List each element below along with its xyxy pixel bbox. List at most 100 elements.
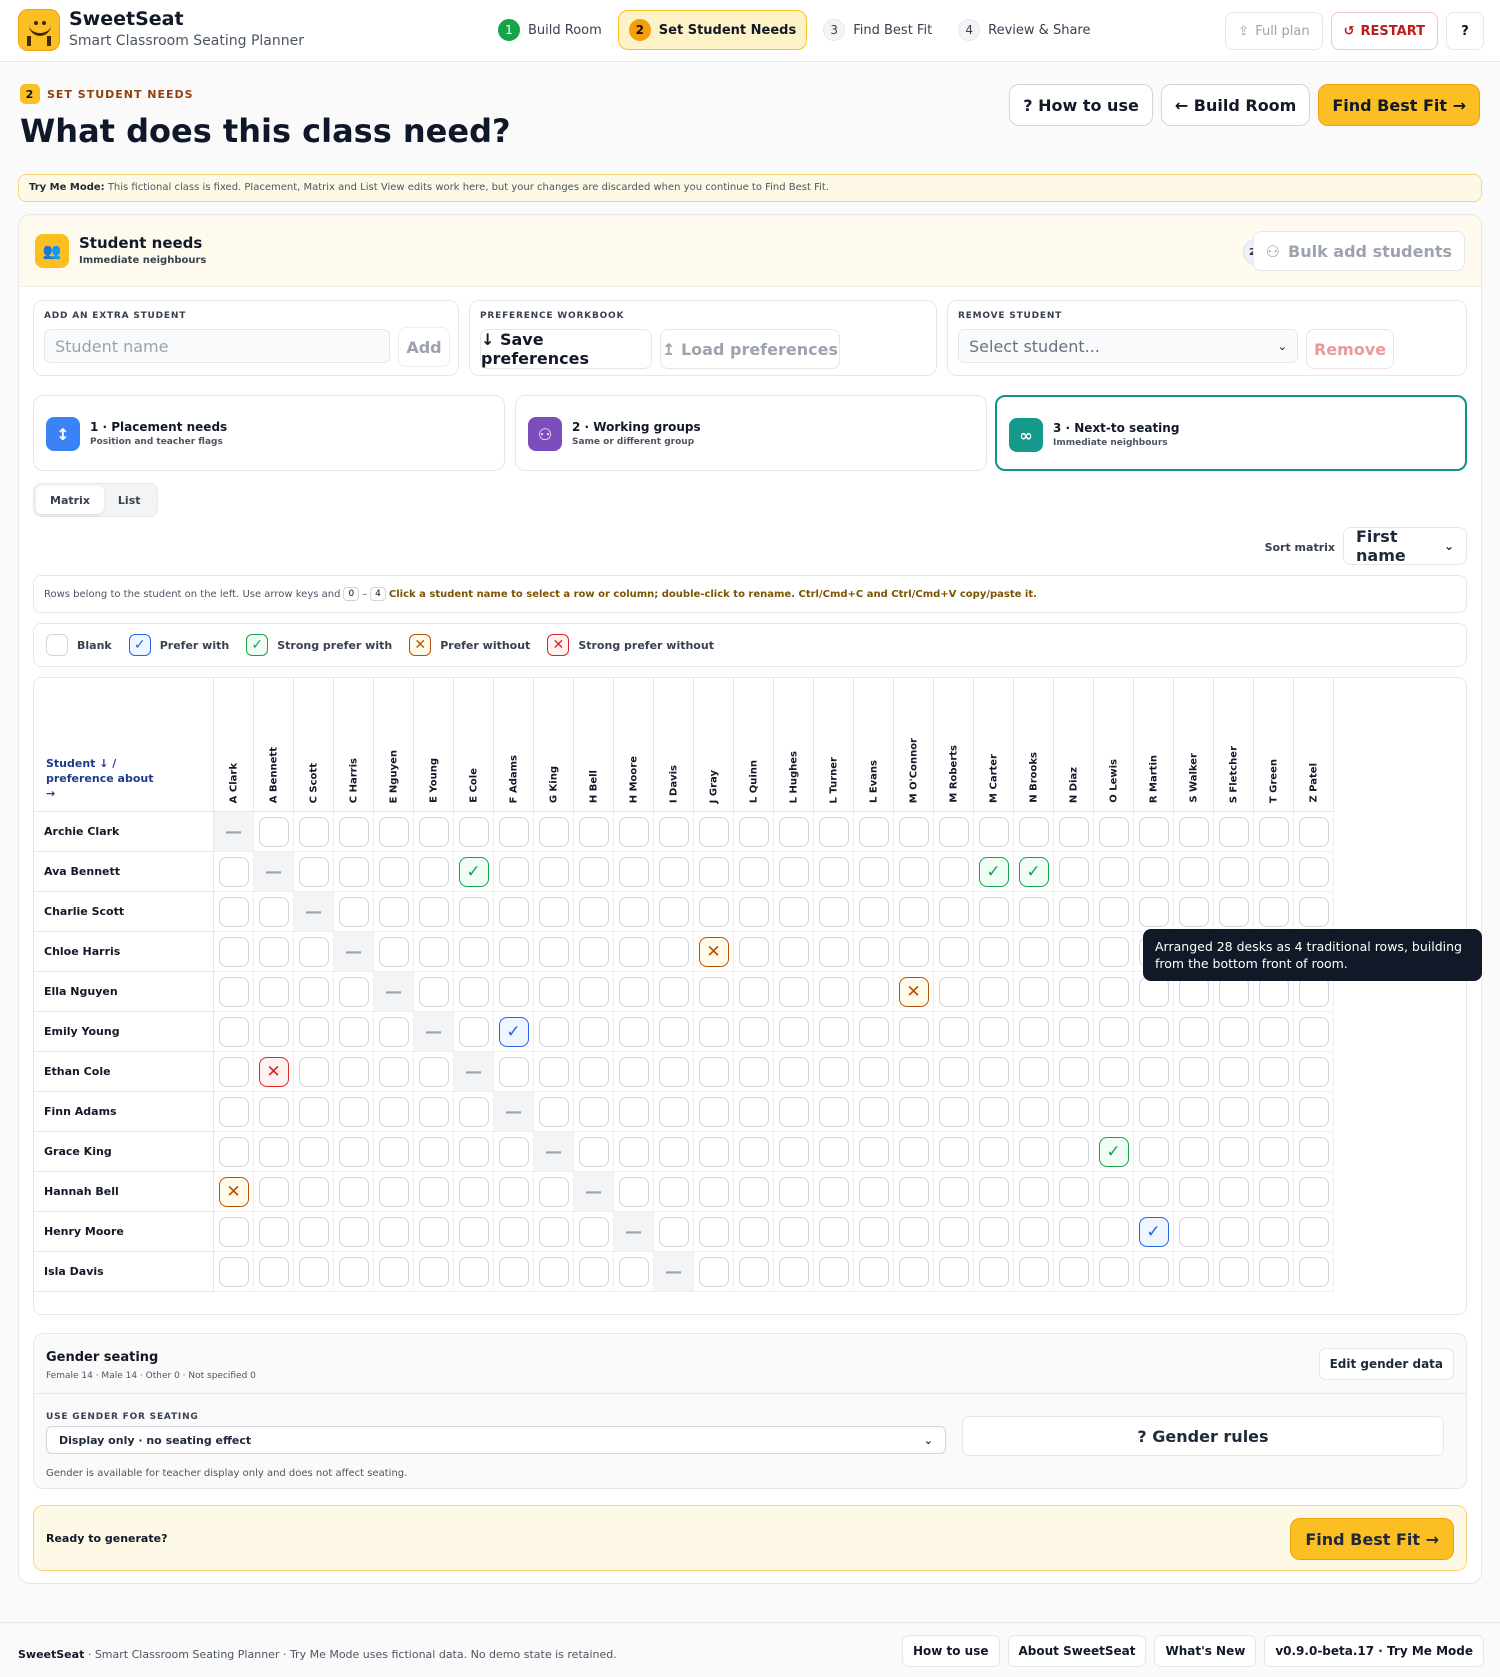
matrix-cell[interactable] xyxy=(1054,1212,1094,1252)
matrix-cell[interactable] xyxy=(1214,852,1254,892)
matrix-cell[interactable] xyxy=(854,1252,894,1292)
matrix-view-button[interactable]: Matrix xyxy=(36,486,104,514)
matrix-cell[interactable] xyxy=(1014,1172,1054,1212)
matrix-cell[interactable] xyxy=(1134,812,1174,852)
matrix-cell[interactable] xyxy=(814,972,854,1012)
column-header[interactable]: I Davis xyxy=(654,678,694,812)
matrix-cell[interactable] xyxy=(1054,852,1094,892)
matrix-cell[interactable] xyxy=(214,1092,254,1132)
matrix-cell[interactable] xyxy=(534,812,574,852)
matrix-cell[interactable] xyxy=(934,1252,974,1292)
help-button[interactable]: ? xyxy=(1446,12,1484,50)
column-header[interactable]: M O'Connor xyxy=(894,678,934,812)
matrix-cell[interactable] xyxy=(1254,1252,1294,1292)
matrix-cell[interactable] xyxy=(814,1012,854,1052)
matrix-cell[interactable] xyxy=(734,1012,774,1052)
matrix-cell[interactable] xyxy=(294,1172,334,1212)
step-review-share[interactable]: 4 Review & Share xyxy=(948,10,1100,50)
matrix-cell[interactable] xyxy=(1214,812,1254,852)
column-header[interactable]: L Turner xyxy=(814,678,854,812)
matrix-cell[interactable] xyxy=(374,1172,414,1212)
matrix-cell[interactable] xyxy=(534,852,574,892)
matrix-cell[interactable] xyxy=(974,892,1014,932)
matrix-cell[interactable] xyxy=(1174,1052,1214,1092)
matrix-cell[interactable] xyxy=(734,1052,774,1092)
save-preferences-button[interactable]: ↓ Save preferences xyxy=(480,329,652,369)
load-preferences-button[interactable]: ↥ Load preferences xyxy=(660,329,840,369)
matrix-cell[interactable] xyxy=(334,812,374,852)
matrix-cell[interactable] xyxy=(1134,1092,1174,1132)
matrix-cell[interactable] xyxy=(814,932,854,972)
matrix-cell[interactable] xyxy=(734,1212,774,1252)
matrix-cell[interactable] xyxy=(374,852,414,892)
matrix-cell[interactable] xyxy=(854,1012,894,1052)
matrix-cell[interactable] xyxy=(694,812,734,852)
matrix-cell[interactable] xyxy=(614,1052,654,1092)
matrix-cell[interactable] xyxy=(1054,892,1094,932)
matrix-cell[interactable] xyxy=(294,1092,334,1132)
matrix-cell[interactable] xyxy=(614,1132,654,1172)
matrix-cell[interactable] xyxy=(294,1132,334,1172)
matrix-cell[interactable] xyxy=(1174,1012,1214,1052)
matrix-cell[interactable] xyxy=(654,1212,694,1252)
matrix-cell[interactable] xyxy=(934,892,974,932)
matrix-cell[interactable] xyxy=(734,1132,774,1172)
matrix-cell[interactable]: ✓ xyxy=(974,852,1014,892)
matrix-cell[interactable] xyxy=(1094,932,1134,972)
matrix-cell[interactable] xyxy=(574,892,614,932)
matrix-cell[interactable] xyxy=(534,972,574,1012)
matrix-cell[interactable] xyxy=(254,1212,294,1252)
row-header[interactable]: Ava Bennett xyxy=(34,852,214,892)
matrix-cell[interactable] xyxy=(214,1252,254,1292)
matrix-cell[interactable] xyxy=(1254,1172,1294,1212)
matrix-cell[interactable] xyxy=(334,1052,374,1092)
matrix-cell[interactable] xyxy=(1014,932,1054,972)
back-build-room-button[interactable]: ← Build Room xyxy=(1160,84,1311,126)
matrix-cell[interactable] xyxy=(934,972,974,1012)
matrix-cell[interactable] xyxy=(974,1012,1014,1052)
column-header[interactable]: L Hughes xyxy=(774,678,814,812)
matrix-cell[interactable] xyxy=(374,1212,414,1252)
row-header[interactable]: Isla Davis xyxy=(34,1252,214,1292)
matrix-cell[interactable] xyxy=(1134,892,1174,932)
matrix-cell[interactable] xyxy=(494,972,534,1012)
matrix-cell[interactable] xyxy=(974,1092,1014,1132)
matrix-cell[interactable] xyxy=(1254,1212,1294,1252)
matrix-cell[interactable]: ✓ xyxy=(1014,852,1054,892)
matrix-cell[interactable] xyxy=(494,932,534,972)
matrix-cell[interactable] xyxy=(574,1132,614,1172)
find-best-fit-button[interactable]: Find Best Fit → xyxy=(1318,84,1480,126)
matrix-cell[interactable]: ✕ xyxy=(254,1052,294,1092)
sort-matrix-select[interactable]: First name ⌄ xyxy=(1343,527,1467,565)
matrix-cell[interactable] xyxy=(294,1012,334,1052)
matrix-cell[interactable] xyxy=(494,1132,534,1172)
matrix-cell[interactable] xyxy=(1014,1052,1054,1092)
matrix-cell[interactable] xyxy=(294,1252,334,1292)
matrix-cell[interactable] xyxy=(1054,932,1094,972)
column-header[interactable]: M Roberts xyxy=(934,678,974,812)
footer-whats-new-link[interactable]: What's New xyxy=(1154,1635,1257,1667)
list-view-button[interactable]: List xyxy=(117,493,141,507)
matrix-cell[interactable] xyxy=(1294,1172,1334,1212)
matrix-cell[interactable] xyxy=(974,1212,1014,1252)
matrix-cell[interactable] xyxy=(894,1132,934,1172)
remove-student-select[interactable]: Select student... ⌄ xyxy=(958,329,1298,363)
matrix-cell[interactable] xyxy=(1174,1172,1214,1212)
matrix-cell[interactable] xyxy=(814,892,854,932)
matrix-cell[interactable] xyxy=(254,892,294,932)
matrix-cell[interactable]: ✓ xyxy=(1094,1132,1134,1172)
step-build-room[interactable]: 1 Build Room xyxy=(488,10,612,50)
bulk-add-students-button[interactable]: ⚇ Bulk add students xyxy=(1252,231,1465,271)
matrix-cell[interactable] xyxy=(374,1132,414,1172)
row-header[interactable]: Emily Young xyxy=(34,1012,214,1052)
matrix-cell[interactable] xyxy=(814,1252,854,1292)
matrix-cell[interactable] xyxy=(854,852,894,892)
matrix-cell[interactable] xyxy=(774,852,814,892)
column-header[interactable]: E Nguyen xyxy=(374,678,414,812)
matrix-cell[interactable] xyxy=(894,1012,934,1052)
matrix-cell[interactable] xyxy=(294,852,334,892)
matrix-cell[interactable] xyxy=(694,1252,734,1292)
gender-use-select[interactable]: Display only · no seating effect ⌄ xyxy=(46,1426,946,1454)
tab-placement-needs[interactable]: ↕ 1 · Placement needs Position and teach… xyxy=(33,395,505,471)
matrix-cell[interactable] xyxy=(694,1212,734,1252)
